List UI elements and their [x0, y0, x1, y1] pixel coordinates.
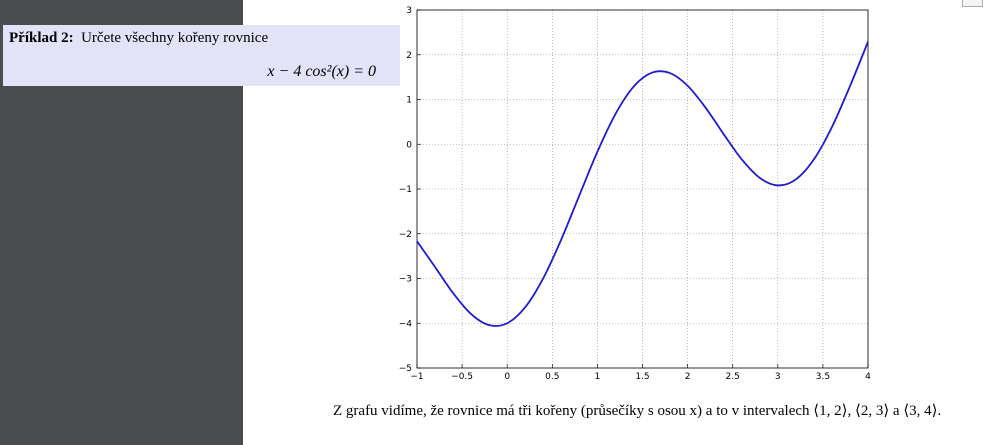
x-tick-label: 4: [865, 372, 871, 382]
x-tick-label: 2: [685, 372, 691, 382]
y-tick-label: 0: [406, 140, 412, 150]
x-tick-label: 3: [775, 372, 781, 382]
x-tick-label: 3.5: [816, 372, 830, 382]
y-tick-label: −3: [399, 275, 412, 285]
y-tick-label: 3: [406, 6, 412, 16]
conclusion: Z grafu vidíme, že rovnice má tři kořeny…: [333, 403, 942, 419]
example-box: Příklad 2: Určete všechny kořeny rovnice…: [3, 25, 400, 86]
x-tick-label: 0: [504, 372, 510, 382]
equation: x − 4 cos²(x) = 0: [267, 63, 376, 80]
x-tick-label: 1: [595, 372, 601, 382]
x-tick-label: 2.5: [726, 372, 740, 382]
x-tick-label: −1: [410, 372, 423, 382]
y-tick-label: 2: [406, 51, 412, 61]
example-label: Příklad 2:: [9, 30, 74, 46]
x-tick-label: 0.5: [545, 372, 559, 382]
curve: [416, 41, 869, 327]
plot-frame: [416, 9, 869, 369]
y-tick-label: −4: [399, 319, 413, 329]
y-tick-label: 1: [406, 96, 412, 106]
example-text: Určete všechny kořeny rovnice: [81, 30, 269, 46]
y-tick-label: −2: [399, 230, 412, 240]
y-tick-label: −5: [399, 364, 412, 374]
y-tick-label: −1: [399, 185, 412, 195]
x-tick-label: −0.5: [451, 372, 473, 382]
x-tick-label: 1.5: [635, 372, 649, 382]
